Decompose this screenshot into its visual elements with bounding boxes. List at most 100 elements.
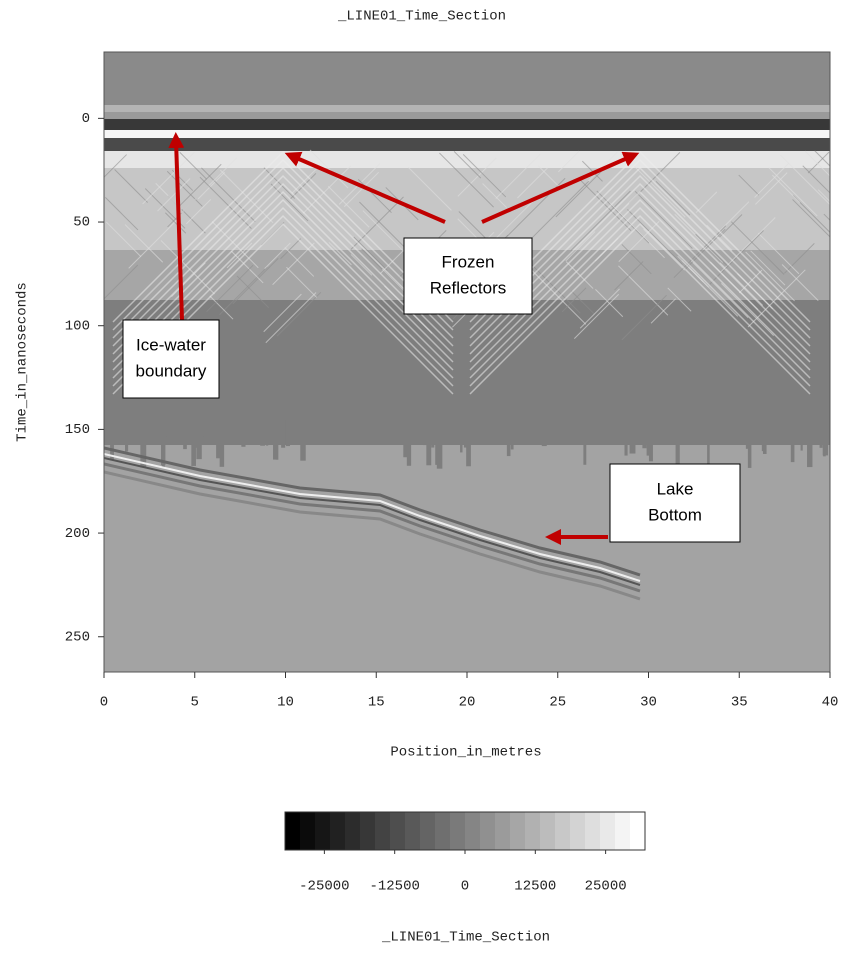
image-texture bbox=[695, 191, 718, 214]
image-texture bbox=[573, 293, 620, 339]
image-streak bbox=[260, 420, 265, 446]
image-texture bbox=[738, 269, 763, 294]
image-streak bbox=[629, 420, 636, 454]
image-texture bbox=[579, 178, 632, 232]
image-streak bbox=[458, 420, 462, 433]
image-texture bbox=[104, 264, 139, 300]
image-texture bbox=[407, 166, 452, 211]
image-hyperbola bbox=[112, 190, 454, 363]
colorbar-swatch bbox=[390, 812, 406, 850]
image-streak bbox=[110, 420, 114, 461]
image-texture bbox=[124, 224, 164, 263]
arrow bbox=[168, 132, 185, 321]
image-streak bbox=[797, 420, 802, 443]
colorbar-swatch bbox=[540, 812, 556, 850]
image-band bbox=[104, 151, 830, 168]
annotation-box bbox=[122, 319, 220, 399]
image-streak bbox=[707, 420, 710, 464]
image-streak bbox=[436, 420, 443, 469]
image-texture bbox=[272, 242, 315, 286]
chart-title: _LINE01_Time_Section bbox=[337, 9, 506, 25]
image-streak bbox=[747, 420, 752, 468]
colorbar-swatch bbox=[585, 812, 601, 850]
image-texture bbox=[720, 217, 776, 273]
image-texture bbox=[674, 213, 724, 263]
image-texture bbox=[142, 151, 195, 205]
colorbar-tick-label: -12500 bbox=[369, 879, 419, 895]
image-texture bbox=[462, 154, 507, 198]
colorbar-swatch bbox=[600, 812, 616, 850]
colorbar-swatch bbox=[465, 812, 481, 850]
image-texture bbox=[165, 212, 187, 234]
image-texture bbox=[343, 171, 379, 208]
x-axis-label: Position_in_metres bbox=[390, 745, 541, 761]
image-band bbox=[104, 52, 830, 105]
image-texture bbox=[453, 151, 482, 179]
y-tick-label: 150 bbox=[65, 422, 90, 438]
image-texture bbox=[350, 196, 404, 250]
image-texture bbox=[230, 250, 264, 284]
image-streak bbox=[273, 420, 277, 460]
image-texture bbox=[792, 199, 830, 238]
colorbar-swatch bbox=[405, 812, 421, 850]
image-texture bbox=[495, 153, 541, 199]
image-texture bbox=[157, 178, 191, 212]
image-texture bbox=[211, 221, 259, 269]
image-texture bbox=[802, 165, 830, 194]
image-streak bbox=[183, 420, 187, 450]
image-texture bbox=[236, 275, 270, 309]
y-axis-label: Time_in_nanoseconds bbox=[15, 282, 31, 442]
image-texture bbox=[328, 241, 352, 266]
image-streak bbox=[121, 420, 125, 443]
image-texture bbox=[804, 150, 830, 177]
image-texture bbox=[105, 221, 142, 258]
image-texture bbox=[206, 264, 254, 313]
image-texture bbox=[738, 174, 760, 196]
image-texture bbox=[595, 289, 624, 318]
annotations: Frozen Reflectors Ice-water boundary Lake Bot… bbox=[122, 237, 741, 543]
x-tick-label: 25 bbox=[549, 695, 566, 711]
image-hyperbola bbox=[112, 150, 454, 323]
y-tick-label: 200 bbox=[65, 526, 90, 542]
image-texture bbox=[750, 250, 786, 286]
image-streak bbox=[203, 420, 206, 437]
image-streak bbox=[191, 420, 196, 466]
image-texture bbox=[780, 154, 830, 206]
image-texture bbox=[667, 287, 692, 312]
image-texture bbox=[353, 236, 388, 271]
image-texture bbox=[718, 201, 750, 232]
image-texture bbox=[565, 261, 594, 289]
image-streak bbox=[581, 420, 586, 434]
image-streak bbox=[591, 420, 595, 442]
image-hyperbola bbox=[469, 214, 811, 387]
image-texture bbox=[807, 151, 830, 174]
image-streak bbox=[164, 420, 167, 433]
image-texture bbox=[350, 254, 373, 276]
y-tick-label: 50 bbox=[73, 215, 90, 231]
image-streak bbox=[541, 420, 547, 447]
image-texture bbox=[570, 190, 631, 251]
colorbar-swatch bbox=[480, 812, 496, 850]
image-streak bbox=[577, 420, 581, 436]
annotation-text: boundary bbox=[136, 361, 207, 380]
colorbar-swatch bbox=[420, 812, 436, 850]
image-texture bbox=[579, 288, 620, 329]
x-tick-label: 40 bbox=[822, 695, 839, 711]
annotation-box bbox=[609, 463, 741, 543]
image-texture bbox=[276, 291, 322, 337]
colorbar-swatch bbox=[510, 812, 526, 850]
image-streak bbox=[557, 420, 561, 434]
x-tick-label: 0 bbox=[100, 695, 108, 711]
image-streak bbox=[364, 420, 371, 434]
image-texture bbox=[482, 183, 507, 208]
image-streak bbox=[219, 420, 225, 467]
image-streak bbox=[241, 420, 246, 447]
image-texture bbox=[265, 292, 317, 344]
image-streak bbox=[403, 420, 408, 458]
image-texture bbox=[209, 295, 234, 320]
image-texture bbox=[565, 231, 596, 262]
image-texture bbox=[199, 176, 252, 230]
image-streak bbox=[506, 420, 511, 457]
image-texture bbox=[362, 210, 410, 258]
